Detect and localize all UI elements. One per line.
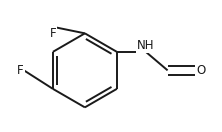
Text: O: O — [196, 64, 205, 77]
Text: NH: NH — [137, 39, 155, 52]
Text: F: F — [17, 64, 24, 77]
Text: F: F — [50, 27, 56, 40]
